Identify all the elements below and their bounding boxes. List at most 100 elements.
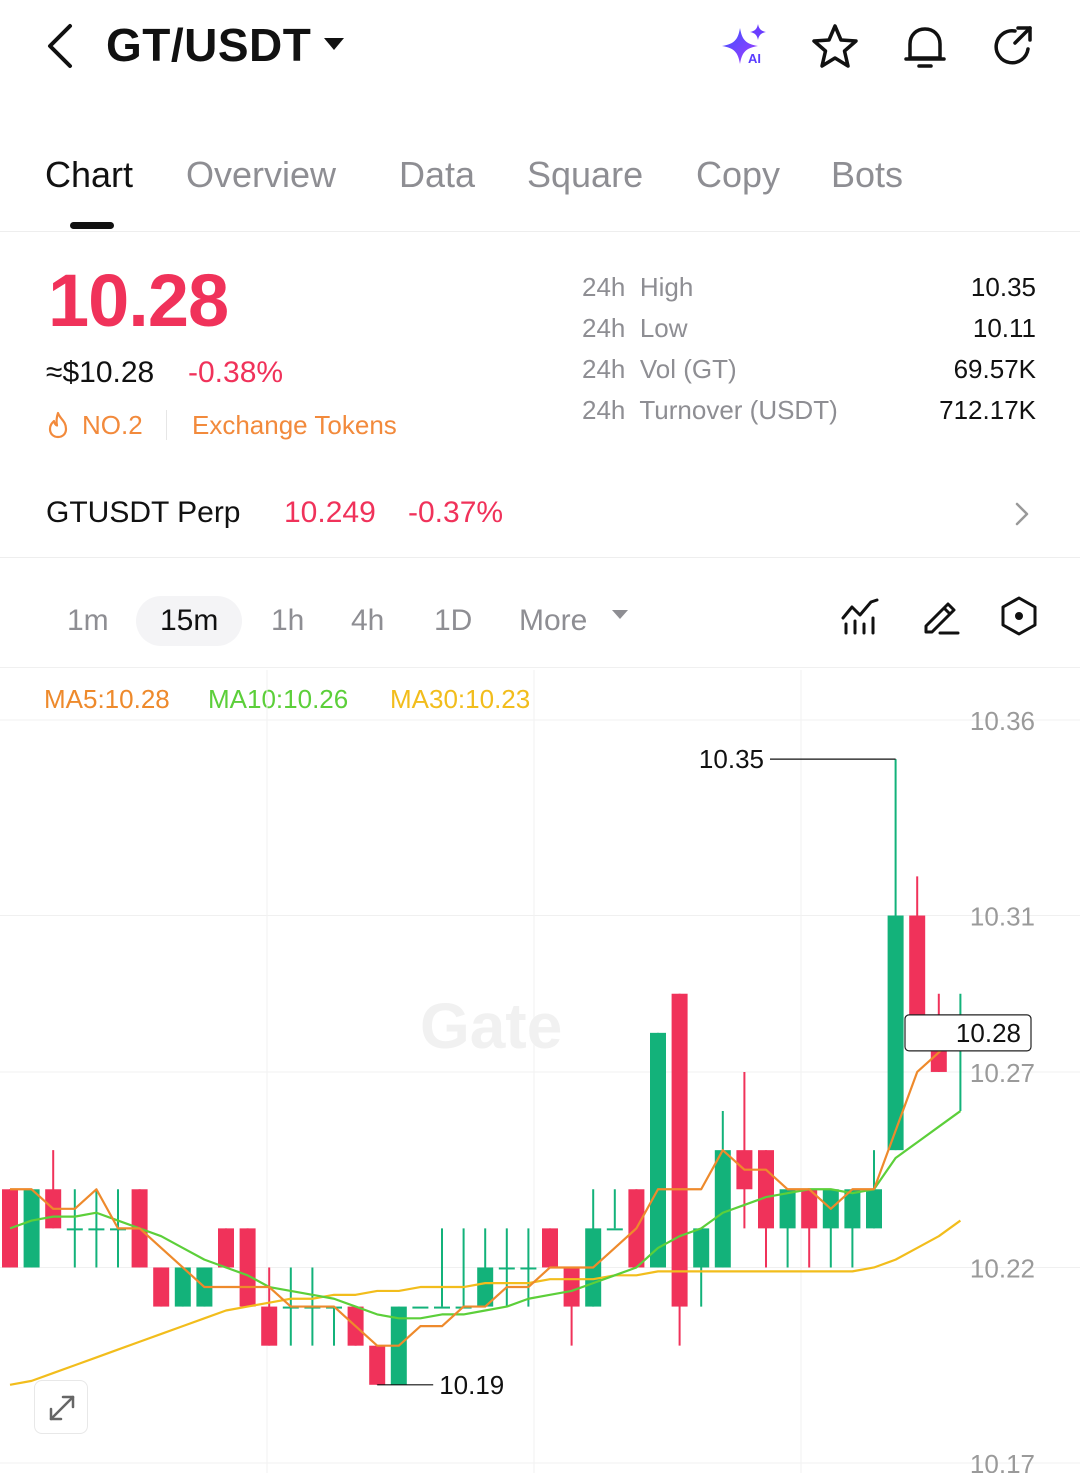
draw-pencil-icon[interactable] xyxy=(918,594,962,638)
ma10-line xyxy=(9,1110,962,1320)
current-price-label: 10.28 xyxy=(956,1018,1021,1048)
candle-body xyxy=(563,1267,580,1307)
stats-panel: 24h High 10.35 24h Low 10.11 24h Vol (GT… xyxy=(582,272,1036,436)
candle-body xyxy=(218,1228,234,1268)
candle-body xyxy=(498,1267,515,1270)
candle-body xyxy=(261,1306,278,1346)
perp-link-row[interactable]: GTUSDT Perp 10.249 -0.37% xyxy=(0,480,1080,558)
ai-badge-text: AI xyxy=(748,51,761,66)
back-icon[interactable] xyxy=(40,22,84,70)
ma30-legend: MA30:10.23 xyxy=(390,684,531,714)
settings-hexagon-icon[interactable] xyxy=(997,594,1041,638)
candle-body xyxy=(369,1345,386,1385)
candle-body xyxy=(88,1228,105,1231)
candle-body xyxy=(174,1267,191,1307)
tab-bots[interactable]: Bots xyxy=(831,154,904,195)
candle-body xyxy=(542,1228,558,1268)
fullscreen-button[interactable] xyxy=(34,1380,88,1434)
rank-divider xyxy=(166,410,167,440)
interval-1d[interactable]: 1D xyxy=(434,604,473,637)
stat-high: 24h High 10.35 xyxy=(582,272,1036,313)
stat-value: 10.35 xyxy=(970,272,1036,302)
fire-icon xyxy=(48,411,68,439)
tab-copy[interactable]: Copy xyxy=(696,154,781,195)
tab-bar: Chart Overview Data Square Copy Bots xyxy=(0,140,1080,232)
candle-body xyxy=(66,1228,83,1231)
share-icon[interactable] xyxy=(988,22,1038,72)
ma5-line xyxy=(10,1032,962,1347)
indicator-icon[interactable] xyxy=(838,594,882,638)
watermark: Gate xyxy=(420,990,562,1062)
ma5-legend: MA5:10.28 xyxy=(44,684,170,714)
price-change: -0.38% xyxy=(188,356,284,389)
candle-body xyxy=(153,1267,170,1307)
expand-icon xyxy=(49,1395,75,1421)
stat-value: 10.11 xyxy=(972,313,1036,343)
candle-body xyxy=(714,1150,731,1268)
stat-label: 24h Low xyxy=(582,313,688,343)
candle-body xyxy=(412,1306,429,1309)
perp-price: 10.249 xyxy=(284,496,376,529)
low-marker-label: 10.19 xyxy=(439,1370,504,1400)
pair-title[interactable]: GT/USDT xyxy=(106,19,312,71)
top-bar: GT/USDT AI xyxy=(0,0,1080,100)
ai-sparkle-icon[interactable]: AI xyxy=(720,22,770,72)
tab-chart[interactable]: Chart xyxy=(45,154,134,195)
candle-body xyxy=(779,1189,796,1229)
candle-body xyxy=(909,915,926,1033)
kline-svg: Gate 10.36 10.31 10.27 10.22 10.17 10.35 10.19 1… xyxy=(0,670,1080,1473)
star-icon[interactable] xyxy=(810,22,860,72)
y-tick-label: 10.22 xyxy=(970,1253,1035,1283)
candle-body xyxy=(650,1032,666,1268)
y-tick-label: 10.36 xyxy=(970,706,1035,736)
ma30-line xyxy=(9,1219,962,1386)
interval-more[interactable]: More xyxy=(519,604,588,637)
candle-body xyxy=(434,1306,450,1309)
chevron-right-icon[interactable] xyxy=(1010,498,1034,530)
interval-1h[interactable]: 1h xyxy=(271,604,305,637)
interval-toolbar: 1m 15m 1h 4h 1D More xyxy=(0,576,1080,668)
stat-label: 24h Vol (GT) xyxy=(582,354,737,384)
tab-data[interactable]: Data xyxy=(399,154,476,195)
candle-body xyxy=(520,1267,537,1270)
tab-overview[interactable]: Overview xyxy=(186,154,337,195)
more-caret-icon[interactable] xyxy=(612,610,628,619)
high-marker-label: 10.35 xyxy=(699,744,764,774)
bell-icon[interactable] xyxy=(900,22,950,72)
candle-body xyxy=(801,1189,818,1229)
tab-square[interactable]: Square xyxy=(527,154,644,195)
candle-body xyxy=(844,1189,861,1229)
rank-label: NO.2 xyxy=(82,410,143,440)
pair-dropdown-caret-icon[interactable] xyxy=(324,38,344,50)
candle-body xyxy=(866,1189,882,1229)
stat-label: 24h Turnover (USDT) xyxy=(582,395,838,425)
y-tick-label: 10.27 xyxy=(970,1058,1035,1088)
stat-volume: 24h Vol (GT) 69.57K xyxy=(582,354,1036,395)
stat-value: 69.57K xyxy=(953,354,1036,384)
y-tick-label: 10.17 xyxy=(970,1449,1035,1473)
perp-change: -0.37% xyxy=(408,496,504,529)
candle-body xyxy=(758,1150,774,1229)
interval-15m[interactable]: 15m xyxy=(136,596,243,646)
interval-1m[interactable]: 1m xyxy=(67,604,109,637)
perp-name: GTUSDT Perp xyxy=(46,496,241,529)
candle-body xyxy=(23,1189,40,1268)
category-label[interactable]: Exchange Tokens xyxy=(192,410,397,440)
active-tab-indicator xyxy=(70,222,114,229)
candle-body xyxy=(477,1267,494,1307)
ma10-legend: MA10:10.26 xyxy=(208,684,349,714)
candle-body xyxy=(671,993,688,1307)
candle-body xyxy=(887,915,904,1151)
interval-4h[interactable]: 4h xyxy=(351,604,385,637)
stat-value: 712.17K xyxy=(939,395,1036,425)
stat-low: 24h Low 10.11 xyxy=(582,313,1036,354)
stat-label: 24h High xyxy=(582,272,694,302)
y-tick-label: 10.31 xyxy=(970,902,1035,932)
current-price-box xyxy=(904,1014,1032,1052)
candle-body xyxy=(693,1228,710,1268)
candle-body xyxy=(239,1228,256,1307)
candle-body xyxy=(606,1228,623,1231)
kline-chart[interactable]: MA5:10.28 MA10:10.26 MA30:10.23 Gate 10.3… xyxy=(0,670,1080,1473)
price-usd: ≈$10.28 xyxy=(46,356,155,389)
stat-turnover: 24h Turnover (USDT) 712.17K xyxy=(582,395,1036,436)
